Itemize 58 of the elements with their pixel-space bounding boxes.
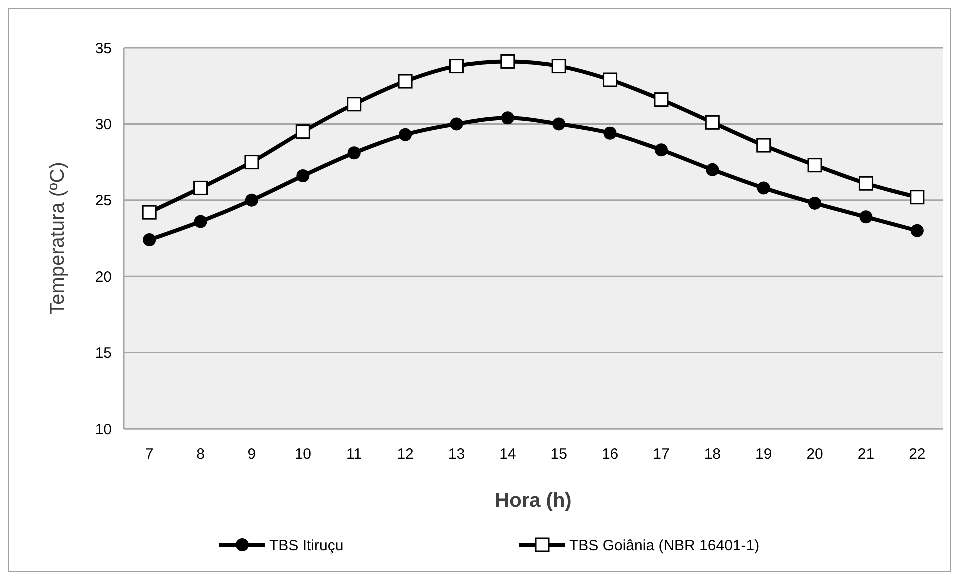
point bbox=[757, 182, 770, 195]
x-tick-label: 22 bbox=[909, 446, 926, 463]
point bbox=[500, 54, 516, 69]
point bbox=[143, 234, 156, 247]
point bbox=[808, 158, 822, 173]
y-tick-label: 30 bbox=[95, 116, 112, 134]
y-axis-title: Temperatura (ºC) bbox=[47, 162, 69, 315]
point bbox=[654, 144, 668, 157]
point bbox=[910, 190, 925, 205]
point bbox=[808, 196, 822, 210]
point bbox=[552, 59, 566, 74]
x-tick-label: 10 bbox=[294, 446, 312, 463]
x-tick-label: 8 bbox=[196, 446, 205, 463]
point bbox=[450, 118, 464, 131]
y-tick-label: 10 bbox=[95, 421, 112, 438]
y-tick-label: 25 bbox=[95, 192, 112, 210]
point bbox=[194, 180, 208, 196]
point bbox=[603, 72, 618, 88]
x-tick-label: 17 bbox=[653, 446, 670, 463]
point bbox=[245, 194, 258, 207]
point bbox=[910, 224, 924, 238]
legend-label: TBS Itiruçu bbox=[270, 537, 344, 554]
point bbox=[142, 205, 157, 220]
y-tick-label: 35 bbox=[95, 40, 112, 58]
x-axis-title: Hora (h) bbox=[495, 490, 572, 512]
x-tick-label: 9 bbox=[248, 446, 256, 463]
point bbox=[296, 124, 310, 140]
x-tick-label: 19 bbox=[756, 446, 772, 463]
x-tick-label: 7 bbox=[145, 446, 154, 463]
x-tick-label: 15 bbox=[550, 446, 568, 463]
point bbox=[706, 163, 720, 176]
x-tick-label: 21 bbox=[858, 446, 875, 463]
point bbox=[552, 118, 566, 131]
legend-label: TBS Goiânia (NBR 16401-1) bbox=[570, 537, 760, 554]
x-tick-label: 13 bbox=[448, 446, 466, 463]
y-tick-label: 20 bbox=[95, 268, 112, 286]
x-tick-label: 14 bbox=[500, 446, 516, 463]
x-tick-label: 20 bbox=[806, 446, 824, 463]
point bbox=[705, 115, 720, 130]
point bbox=[296, 170, 310, 183]
point bbox=[348, 146, 361, 160]
point bbox=[756, 138, 772, 153]
point bbox=[449, 59, 464, 74]
point bbox=[244, 155, 260, 170]
point bbox=[399, 128, 412, 142]
point bbox=[604, 126, 617, 140]
point bbox=[347, 97, 362, 112]
point bbox=[858, 176, 874, 191]
point bbox=[654, 92, 669, 108]
x-tick-label: 11 bbox=[346, 446, 362, 463]
x-tick-label: 18 bbox=[704, 446, 721, 463]
y-tick-label: 15 bbox=[95, 345, 112, 362]
point bbox=[501, 112, 514, 125]
point bbox=[398, 74, 413, 89]
point bbox=[194, 215, 208, 228]
point bbox=[860, 210, 873, 224]
x-tick-label: 12 bbox=[397, 446, 414, 463]
x-tick-label: 16 bbox=[602, 446, 619, 463]
